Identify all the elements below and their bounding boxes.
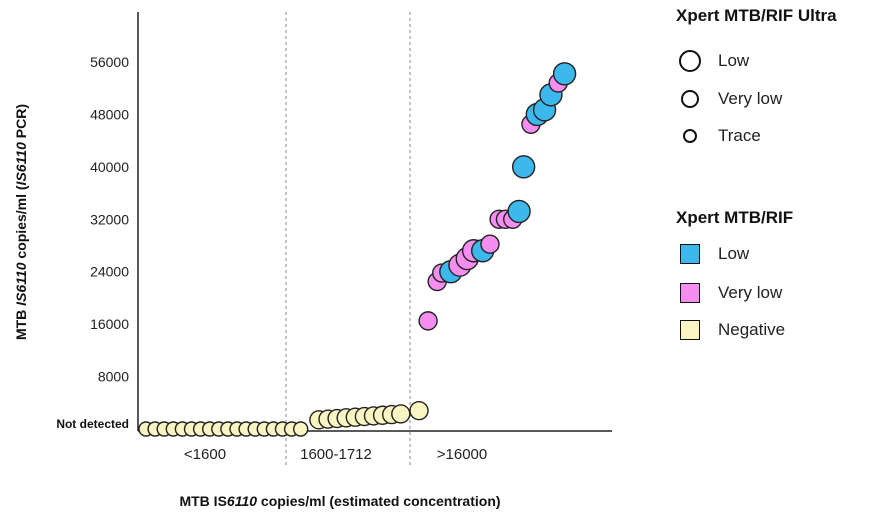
legend-mtbrif-item-low: Low [680,244,749,264]
x-categories: <1600 1600-1712 >16000 [184,446,487,463]
yellow-square-icon [680,320,700,340]
y-tick-label: 48000 [90,106,129,122]
legend-mtbrif: Xpert MTB/RIF Low Very low Negative [672,206,876,346]
y-tick-label: 24000 [90,264,129,280]
data-point [511,155,536,179]
medium-circle-icon [681,90,699,108]
legend-ultra-item-trace: Trace [676,126,761,146]
legend-ultra-label: Trace [718,126,761,145]
axes [137,12,612,468]
x-category-label: <1600 [184,446,226,463]
x-axis-title: MTB IS6110 copies/ml (estimated concentr… [179,493,500,509]
data-point [391,404,411,424]
y-tick-label: 16000 [90,316,129,332]
legend-ultra-title: Xpert MTB/RIF Ultra [676,6,837,25]
legend-mtbrif-label: Negative [718,320,786,339]
pink-square-icon [680,283,700,303]
legend-ultra-item-very-low: Very low [676,89,782,109]
x-category-label: 1600-1712 [300,446,372,463]
data-points [138,62,577,437]
large-circle-icon [679,50,701,72]
y-axis-title: MTB IS6110 copies/ml (IS6110 PCR) [13,104,29,340]
x-category-label: >16000 [437,446,487,463]
x-axis-title-part: copies/ml (estimated concentration) [257,493,501,509]
legend-mtbrif-label: Low [718,244,750,263]
y-axis-title-part: MTB [13,306,29,340]
y-tick-label: 32000 [90,211,129,227]
y-tick-label: 40000 [90,159,129,175]
y-axis-title-part: copies/ml ( [13,185,29,262]
legend-ultra: Xpert MTB/RIF Ultra Low Very low Trace [672,4,876,154]
x-axis-title-part: 6110 [227,493,257,509]
legend-ultra-item-low: Low [676,50,749,72]
legend-ultra-label: Very low [718,89,783,108]
legend-ultra-label: Low [718,51,750,70]
x-axis-title-part: MTB IS [179,493,226,509]
legend-mtbrif-item-very-low: Very low [680,283,782,303]
y-tick-label: 8000 [98,369,129,385]
data-point [507,199,531,224]
legend-mtbrif-label: Very low [718,283,783,302]
y-not-detected-label: Not detected [56,417,129,431]
y-axis-title-part: IS6110 [13,142,29,186]
small-circle-icon [683,129,697,143]
legend-mtbrif-item-negative: Negative [680,320,785,340]
blue-square-icon [680,244,700,264]
y-axis-title-part: PCR) [13,104,29,142]
data-point [418,311,438,331]
y-tick-label: 56000 [90,54,129,70]
data-point [552,62,577,86]
y-axis-title-part: IS6110 [13,262,29,306]
legend-mtbrif-title: Xpert MTB/RIF [676,208,794,227]
data-point [480,234,500,254]
data-point [293,421,309,437]
data-point [409,400,429,421]
y-ticks: 8000 16000 24000 32000 40000 48000 56000 [90,54,129,385]
